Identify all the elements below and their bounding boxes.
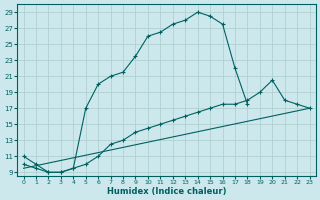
X-axis label: Humidex (Indice chaleur): Humidex (Indice chaleur) <box>107 187 226 196</box>
